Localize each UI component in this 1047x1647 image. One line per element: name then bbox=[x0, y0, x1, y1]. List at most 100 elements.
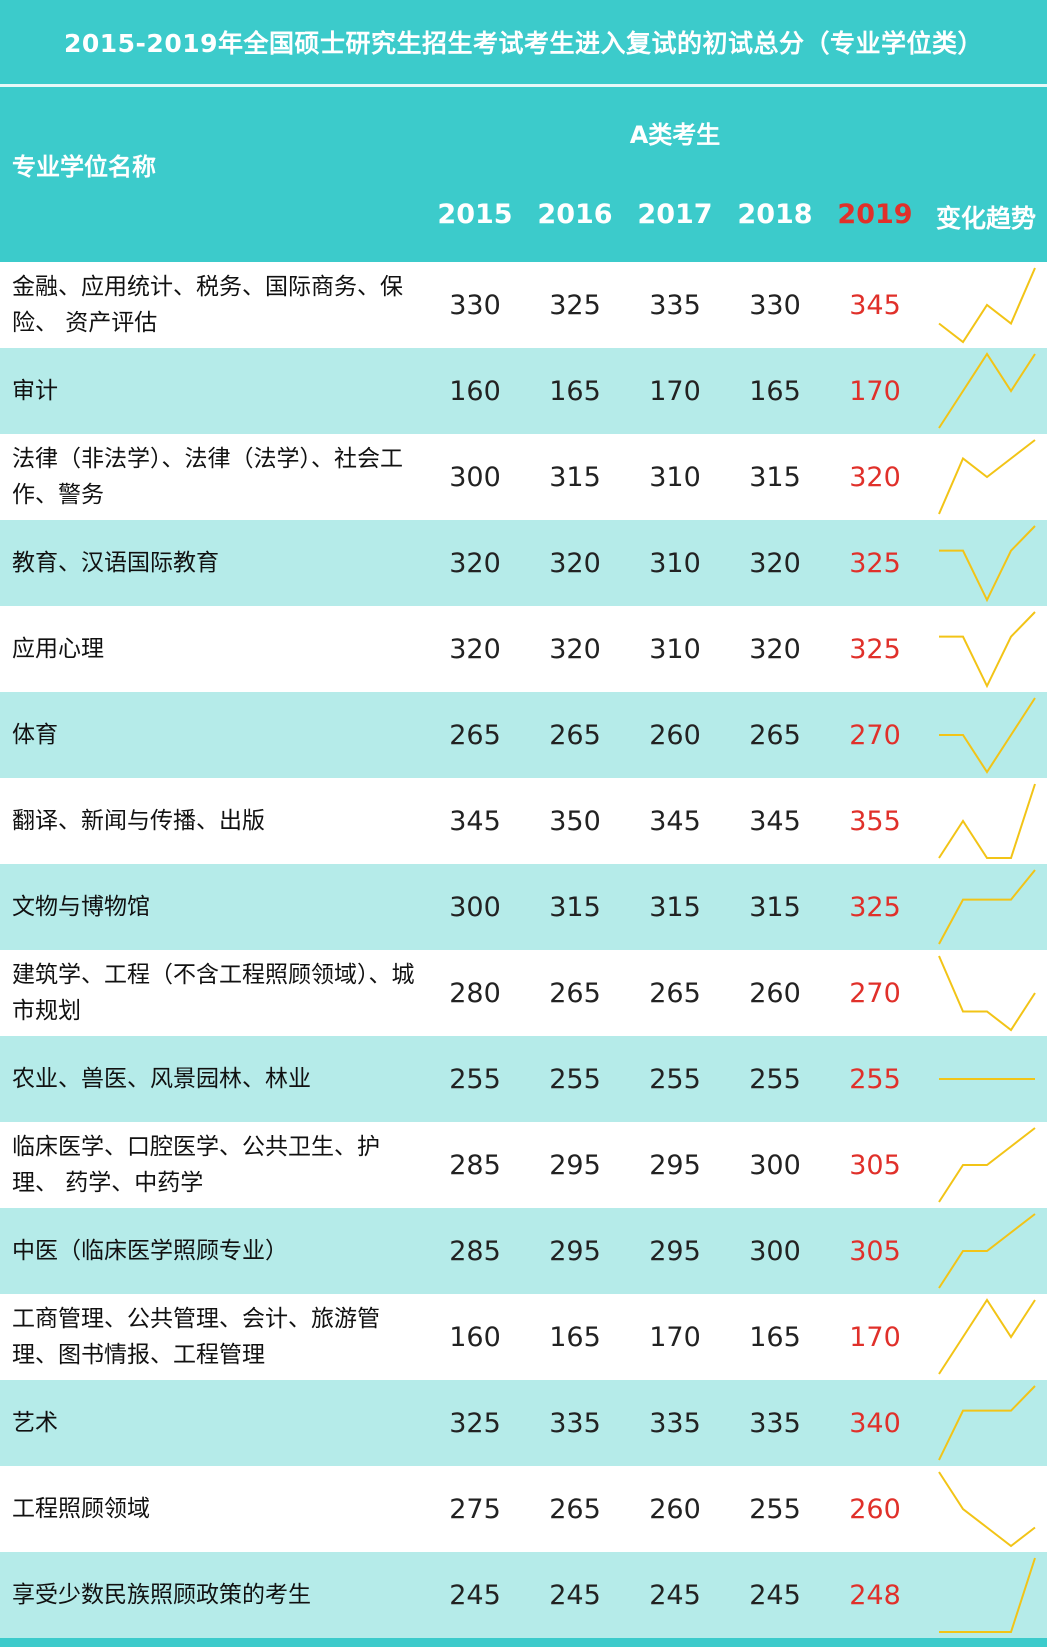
degree-name: 审计 bbox=[12, 378, 58, 404]
trend-sparkline bbox=[925, 348, 1047, 434]
degree-name: 艺术 bbox=[12, 1410, 58, 1436]
score-cell: 245 bbox=[549, 1579, 601, 1611]
table-row: 艺术 325 335 335 335 340 bbox=[0, 1380, 1047, 1466]
trend-line bbox=[939, 697, 1036, 774]
page-title: 2015-2019年全国硕士研究生招生考试考生进入复试的初试总分（专业学位类） bbox=[0, 0, 1047, 87]
table-row: 临床医学、口腔医学、公共卫生、护理、 药学、中药学 285 295 295 300 305 bbox=[0, 1122, 1047, 1208]
score-cell: 265 bbox=[449, 719, 501, 751]
score-cell: 300 bbox=[749, 1149, 801, 1181]
score-cell: 345 bbox=[649, 805, 701, 837]
table-row: 审计 160 165 170 165 170 bbox=[0, 348, 1047, 434]
score-cell: 310 bbox=[649, 547, 701, 579]
score-cell: 300 bbox=[749, 1235, 801, 1267]
degree-name: 体育 bbox=[12, 722, 58, 748]
score-cell: 335 bbox=[549, 1407, 601, 1439]
table-row: 教育、汉语国际教育 320 320 310 320 325 bbox=[0, 520, 1047, 606]
degree-name: 享受少数民族照顾政策的考生 bbox=[12, 1582, 311, 1608]
score-cell: 340 bbox=[849, 1407, 901, 1439]
year-headers: 2015 2016 2017 2018 2019 bbox=[425, 199, 925, 230]
score-cell: 255 bbox=[749, 1493, 801, 1525]
degree-name: 应用心理 bbox=[12, 636, 104, 662]
score-cell: 165 bbox=[549, 375, 601, 407]
score-cell: 270 bbox=[849, 719, 901, 751]
score-cell: 325 bbox=[849, 891, 901, 923]
score-cell: 295 bbox=[649, 1235, 701, 1267]
score-cell: 260 bbox=[649, 719, 701, 751]
score-cell: 300 bbox=[449, 461, 501, 493]
score-cell: 295 bbox=[549, 1149, 601, 1181]
score-cell: 160 bbox=[449, 1321, 501, 1353]
score-cell: 305 bbox=[849, 1149, 901, 1181]
trend-sparkline bbox=[925, 1122, 1047, 1208]
score-cell: 305 bbox=[849, 1235, 901, 1267]
table-row: 法律（非法学）、法律（法学）、社会工作、警务 300 315 310 315 320 bbox=[0, 434, 1047, 520]
score-cell: 330 bbox=[449, 289, 501, 321]
score-cell: 310 bbox=[649, 633, 701, 665]
table-row: 享受少数民族照顾政策的考生 245 245 245 245 248 bbox=[0, 1552, 1047, 1638]
table-body: 金融、应用统计、税务、国际商务、保险、 资产评估 330 325 335 330 345 审… bbox=[0, 262, 1047, 1638]
score-cell: 265 bbox=[549, 977, 601, 1009]
trend-line bbox=[938, 267, 1036, 344]
trend-line bbox=[938, 1298, 1036, 1375]
score-cell: 295 bbox=[649, 1149, 701, 1181]
degree-name: 文物与博物馆 bbox=[12, 894, 150, 920]
score-cell: 310 bbox=[649, 461, 701, 493]
score-cell: 345 bbox=[849, 289, 901, 321]
table-row: 工程照顾领域 275 265 260 255 260 bbox=[0, 1466, 1047, 1552]
score-cell: 320 bbox=[549, 633, 601, 665]
score-cell: 165 bbox=[749, 1321, 801, 1353]
table-row: 农业、兽医、风景园林、林业 255 255 255 255 255 bbox=[0, 1036, 1047, 1122]
trend-sparkline bbox=[925, 434, 1047, 520]
score-cell: 325 bbox=[549, 289, 601, 321]
score-cell: 320 bbox=[749, 633, 801, 665]
degree-name: 建筑学、工程（不含工程照顾领域）、城市规划 bbox=[12, 962, 415, 1024]
table-row: 体育 265 265 260 265 270 bbox=[0, 692, 1047, 778]
year-header: 2017 bbox=[637, 199, 713, 230]
table-header: 专业学位名称 A类考生 2015 2016 2017 2018 2019 变化趋… bbox=[0, 87, 1047, 262]
score-cell: 335 bbox=[649, 1407, 701, 1439]
table-row: 工商管理、公共管理、会计、旅游管理、图书情报、工程管理 160 165 170 165 1… bbox=[0, 1294, 1047, 1380]
score-cell: 325 bbox=[449, 1407, 501, 1439]
score-cell: 285 bbox=[449, 1149, 501, 1181]
score-cell: 255 bbox=[449, 1063, 501, 1095]
trend-sparkline bbox=[925, 1380, 1047, 1466]
trend-sparkline bbox=[925, 1036, 1047, 1122]
score-cell: 345 bbox=[449, 805, 501, 837]
year-header: 2016 bbox=[537, 199, 613, 230]
trend-line bbox=[938, 352, 1036, 429]
score-cell: 335 bbox=[649, 289, 701, 321]
trend-line bbox=[938, 439, 1036, 515]
score-cell: 265 bbox=[549, 719, 601, 751]
score-cell: 165 bbox=[749, 375, 801, 407]
score-cell: 245 bbox=[749, 1579, 801, 1611]
trend-line bbox=[938, 1213, 1036, 1289]
score-cell: 260 bbox=[649, 1493, 701, 1525]
score-cell: 170 bbox=[649, 375, 701, 407]
score-cell: 255 bbox=[749, 1063, 801, 1095]
trend-line bbox=[938, 1385, 1036, 1461]
score-cell: 170 bbox=[649, 1321, 701, 1353]
table-row: 文物与博物馆 300 315 315 315 325 bbox=[0, 864, 1047, 950]
degree-name: 教育、汉语国际教育 bbox=[12, 550, 219, 576]
score-cell: 260 bbox=[749, 977, 801, 1009]
score-cell: 170 bbox=[849, 1321, 901, 1353]
score-cell: 255 bbox=[549, 1063, 601, 1095]
table-row: 建筑学、工程（不含工程照顾领域）、城市规划 280 265 265 260 270 bbox=[0, 950, 1047, 1036]
score-cell: 335 bbox=[749, 1407, 801, 1439]
score-cell: 320 bbox=[449, 547, 501, 579]
score-cell: 320 bbox=[849, 461, 901, 493]
trend-line bbox=[938, 955, 1036, 1032]
trend-line bbox=[939, 611, 1036, 689]
score-cell: 270 bbox=[849, 977, 901, 1009]
trend-column-header: 变化趋势 bbox=[935, 204, 1036, 233]
degree-name: 翻译、新闻与传播、出版 bbox=[12, 808, 265, 834]
group-header: A类考生 bbox=[629, 121, 721, 149]
score-cell: 315 bbox=[749, 891, 801, 923]
score-cell: 265 bbox=[749, 719, 801, 751]
score-cell: 315 bbox=[549, 461, 601, 493]
score-cell: 255 bbox=[849, 1063, 901, 1095]
table-row: 翻译、新闻与传播、出版 345 350 345 345 355 bbox=[0, 778, 1047, 864]
score-cell: 330 bbox=[749, 289, 801, 321]
trend-line bbox=[938, 1127, 1036, 1203]
